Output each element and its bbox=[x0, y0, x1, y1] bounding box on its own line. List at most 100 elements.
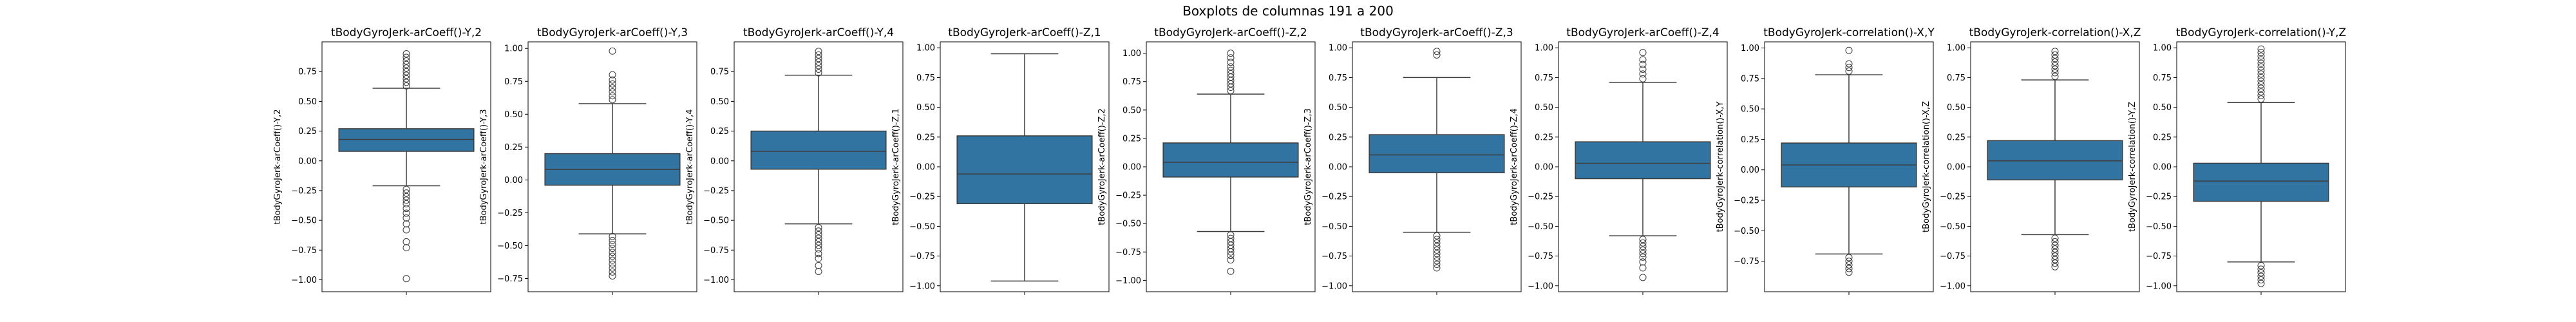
outlier-point bbox=[402, 214, 410, 222]
outlier-point bbox=[2257, 77, 2265, 85]
y-tick-label: 0.00 bbox=[1535, 163, 1553, 173]
outlier-point bbox=[2257, 56, 2265, 64]
y-tick-label: 0.75 bbox=[1329, 73, 1347, 83]
outlier-point bbox=[609, 252, 616, 260]
outlier-point bbox=[2257, 84, 2265, 92]
outlier-point bbox=[1433, 264, 1441, 272]
y-tick-label: 0.75 bbox=[2153, 73, 2172, 83]
outlier-point bbox=[2051, 58, 2059, 66]
outlier-point bbox=[1227, 252, 1235, 260]
y-tick-label: 0.25 bbox=[1535, 133, 1553, 142]
panel-title: tBodyGyroJerk-arCoeff()-Z,4 bbox=[1566, 26, 1719, 39]
outlier-point bbox=[1433, 239, 1441, 247]
outlier-point bbox=[2051, 252, 2059, 260]
outlier-point bbox=[2257, 52, 2265, 60]
y-axis-label: tBodyGyroJerk-correlation()-X,Z bbox=[1922, 101, 1931, 232]
iqr-box bbox=[2193, 162, 2329, 202]
y-tick-label: 1.00 bbox=[1122, 49, 1141, 59]
outlier-point bbox=[815, 234, 822, 242]
outlier-point bbox=[609, 80, 616, 88]
y-tick-label: 1.00 bbox=[1329, 44, 1347, 53]
y-tick-label: −1.00 bbox=[703, 276, 729, 285]
outlier-point bbox=[2051, 62, 2059, 70]
outlier-point bbox=[1227, 84, 1235, 91]
y-tick-label: −0.50 bbox=[703, 216, 729, 226]
outlier-point bbox=[2257, 49, 2265, 57]
y-tick-label: −0.50 bbox=[1734, 227, 1759, 236]
boxplot-panel-4: tBodyGyroJerk-arCoeff()-Z,1 −1.00 −0.75 −0.… bbox=[891, 26, 1110, 295]
y-tick-label: −0.50 bbox=[1115, 220, 1141, 229]
y-tick-label: 1.00 bbox=[2153, 44, 2172, 53]
boxplot-panel-6: tBodyGyroJerk-arCoeff()-Z,3 −1.00 −0.75 −0.… bbox=[1303, 26, 1522, 295]
outlier-point bbox=[1433, 236, 1441, 243]
outlier-point bbox=[1227, 70, 1235, 77]
panels-group: tBodyGyroJerk-arCoeff()-Y,2 −1.00 −0.75 −0.… bbox=[273, 26, 2346, 295]
outlier-point bbox=[815, 223, 822, 231]
panel-title: tBodyGyroJerk-arCoeff()-Z,3 bbox=[1360, 26, 1513, 39]
y-tick-label: 1.00 bbox=[1535, 44, 1553, 53]
y-tick-label: −0.75 bbox=[1528, 252, 1553, 261]
outlier-point bbox=[2051, 242, 2059, 249]
outlier-point bbox=[402, 193, 410, 200]
y-tick-label: −0.75 bbox=[909, 252, 935, 261]
y-axis-label: tBodyGyroJerk-arCoeff()-Y,2 bbox=[273, 109, 283, 224]
outlier-point bbox=[1227, 256, 1235, 264]
outlier-point bbox=[609, 71, 616, 79]
outlier-point bbox=[1639, 65, 1647, 73]
outlier-point bbox=[1639, 253, 1647, 261]
y-tick-label: 0.75 bbox=[504, 77, 523, 87]
y-tick-label: 0.50 bbox=[2153, 103, 2172, 113]
outlier-point bbox=[815, 55, 822, 62]
outlier-point bbox=[2257, 272, 2265, 280]
y-tick-label: −0.25 bbox=[1734, 196, 1759, 206]
y-tick-label: −0.25 bbox=[2146, 193, 2172, 202]
y-tick-label: −0.25 bbox=[909, 193, 935, 202]
outlier-point bbox=[2257, 63, 2265, 71]
outlier-point bbox=[815, 250, 822, 258]
outlier-point bbox=[402, 82, 410, 90]
outlier-point bbox=[2257, 81, 2265, 89]
iqr-box bbox=[750, 130, 887, 170]
y-tick-label: 1.00 bbox=[916, 44, 935, 53]
outlier-point bbox=[1639, 264, 1647, 272]
y-axis-label: tBodyGyroJerk-correlation()-Y,Z bbox=[2128, 102, 2137, 232]
outlier-point bbox=[1433, 250, 1441, 258]
axes-frame bbox=[2176, 41, 2346, 292]
iqr-box bbox=[338, 128, 475, 152]
y-tick-label: −1.00 bbox=[1115, 276, 1141, 286]
outlier-point bbox=[609, 47, 616, 55]
outlier-point bbox=[2257, 45, 2265, 53]
outlier-point bbox=[1227, 231, 1235, 239]
boxplot-panel-8: tBodyGyroJerk-correlation()-X,Y −0.75 −0.5… bbox=[1716, 26, 1935, 295]
outlier-point bbox=[402, 71, 410, 79]
panel-title: tBodyGyroJerk-arCoeff()-Z,1 bbox=[948, 26, 1101, 39]
outlier-point bbox=[1845, 60, 1853, 68]
y-tick-label: −0.25 bbox=[703, 186, 729, 196]
outlier-point bbox=[1845, 46, 1853, 54]
outlier-point bbox=[2257, 279, 2265, 287]
axes-frame bbox=[1558, 41, 1728, 292]
outlier-point bbox=[1639, 56, 1647, 64]
panel-title: tBodyGyroJerk-correlation()-Y,Z bbox=[2176, 26, 2346, 39]
axes-frame bbox=[321, 41, 491, 292]
y-axis-label: tBodyGyroJerk-arCoeff()-Z,2 bbox=[1097, 108, 1107, 225]
y-tick-label: 0.75 bbox=[1947, 73, 1965, 83]
outlier-point bbox=[2051, 260, 2059, 267]
y-tick-label: 0.25 bbox=[1947, 133, 1965, 142]
panel-title: tBodyGyroJerk-arCoeff()-Y,4 bbox=[743, 26, 894, 39]
outlier-point bbox=[1227, 77, 1235, 84]
y-tick-label: 0.50 bbox=[298, 97, 317, 107]
boxplot-panel-5: tBodyGyroJerk-arCoeff()-Z,2 −1.00 −0.75 −0.… bbox=[1097, 26, 1316, 295]
outlier-point bbox=[402, 68, 410, 75]
outlier-point bbox=[1433, 243, 1441, 251]
axes-frame bbox=[1146, 41, 1316, 292]
outlier-point bbox=[2257, 59, 2265, 67]
outlier-point bbox=[1639, 75, 1647, 82]
y-tick-label: −1.00 bbox=[909, 281, 935, 291]
outlier-point bbox=[1845, 67, 1853, 75]
outlier-point bbox=[815, 242, 822, 249]
outlier-point bbox=[815, 48, 822, 55]
outlier-point bbox=[402, 220, 410, 228]
outlier-point bbox=[1227, 50, 1235, 57]
y-tick-label: 0.25 bbox=[298, 127, 317, 137]
